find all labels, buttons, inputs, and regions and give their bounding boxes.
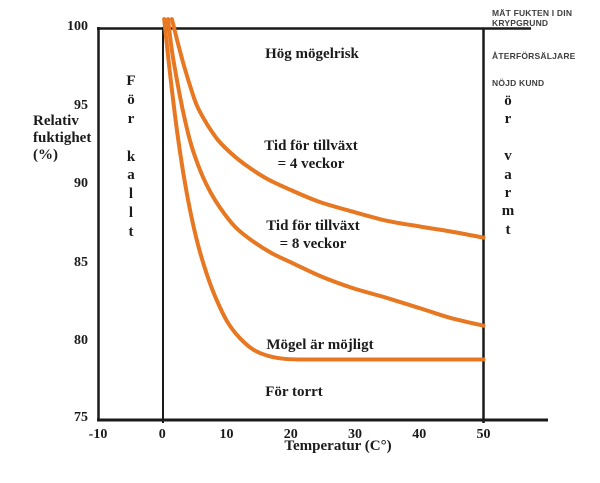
curve-mold-possible <box>162 17 486 362</box>
vertical-letter: k <box>126 148 136 165</box>
vertical-letter: r <box>504 184 512 201</box>
x-tick-label: 30 <box>348 427 362 442</box>
vertical-letter: t <box>505 221 511 238</box>
curve-growth-8-weeks <box>166 17 486 328</box>
vertical-letter: ö <box>504 93 512 109</box>
nav-item-nojd-kund[interactable]: NÖJD KUND <box>492 78 545 88</box>
y-tick-label: 90 <box>74 176 88 192</box>
vertical-letter: a <box>127 167 135 184</box>
label-growth-8-weeks: Tid för tillväxt = 8 veckor <box>266 218 360 252</box>
vertical-letter-gap <box>129 129 133 148</box>
vertical-letter: l <box>128 186 134 203</box>
vertical-letter: r <box>127 110 135 127</box>
label-mold-possible: Mögel är möjligt <box>266 337 374 353</box>
label-too-dry: För torrt <box>265 384 323 400</box>
curve-growth-4-weeks <box>169 17 486 240</box>
nav-item-aterforsaljare[interactable]: ÅTERFÖRSÄLJARE <box>492 51 576 61</box>
label-high-mold-risk: Hög mögelrisk <box>265 46 359 62</box>
x-axis-title: Temperatur (C°) <box>284 438 392 454</box>
x-tick-label: 10 <box>219 427 234 442</box>
y-tick-label: 95 <box>74 97 88 113</box>
vertical-letter: t <box>128 224 134 241</box>
y-tick-label: 75 <box>74 410 88 425</box>
vertical-letter: v <box>504 148 512 165</box>
x-tick-label: 50 <box>476 427 491 442</box>
vertical-letter: l <box>128 205 134 222</box>
vertical-letter: r <box>504 111 512 128</box>
x-tick-label: 20 <box>283 427 298 442</box>
vertical-letter: F <box>126 73 136 89</box>
y-tick-label: 85 <box>74 254 88 270</box>
x-tick-label: 40 <box>412 427 427 442</box>
label-growth-4-weeks: Tid för tillväxt = 4 veckor <box>264 138 358 172</box>
x-tick-label: 0 <box>158 427 166 442</box>
vertical-letter-gap <box>506 129 510 147</box>
y-axis-title: Relativ fuktighet (%) <box>33 113 92 163</box>
vertical-letter: a <box>504 166 512 183</box>
y-tick-label: 100 <box>67 19 88 34</box>
vertical-letter: ö <box>127 91 135 108</box>
nav-item-mat-fukten[interactable]: MÄT FUKTEN I DIN KRYPGRUND <box>492 8 573 28</box>
vertical-letter: m <box>501 203 515 220</box>
y-tick-label: 80 <box>74 333 88 349</box>
x-tick-label: -10 <box>88 427 108 442</box>
